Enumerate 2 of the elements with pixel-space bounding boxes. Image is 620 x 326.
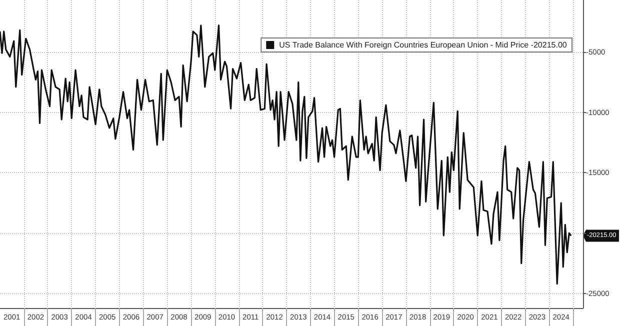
legend-label: US Trade Balance With Foreign Countries European Union - Mid Price -20215.00	[279, 40, 568, 50]
line-series	[0, 24, 572, 285]
